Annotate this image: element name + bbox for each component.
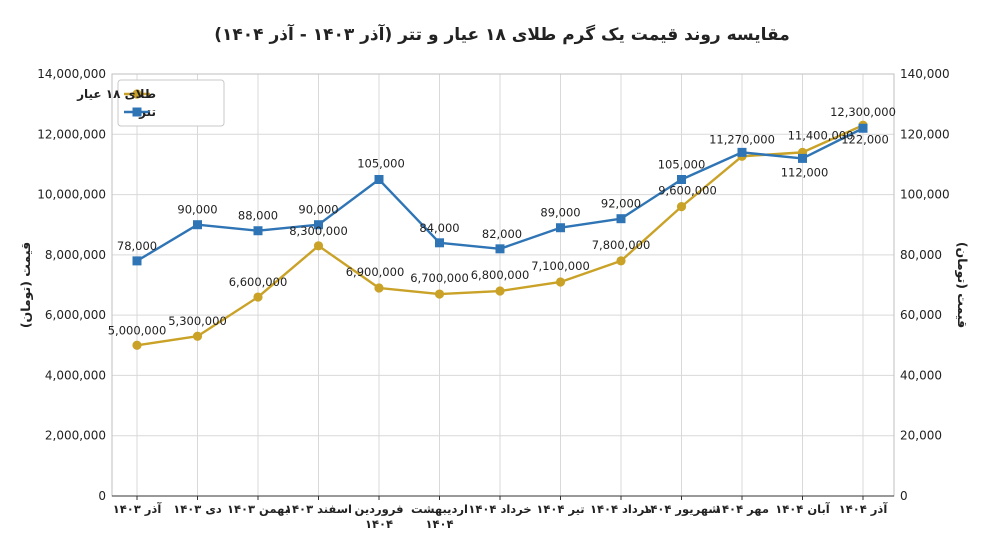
legend-label: تتر — [138, 105, 156, 119]
data-label-gold: 7,100,000 — [531, 259, 590, 273]
axes: 0 2,000,000 4,000,000 6,000,000 8,000,000 10,… — [37, 67, 949, 531]
data-label-gold: 6,700,000 — [410, 271, 469, 285]
y-tick-label-right: 100,000 — [900, 188, 950, 202]
y-tick-label-left: 10,000,000 — [37, 188, 106, 202]
data-point-tether — [556, 223, 565, 233]
x-tick-label: خرداد ۱۴۰۴ — [468, 502, 531, 516]
x-tick-label: مهر ۱۴۰۴ — [715, 502, 769, 516]
legend-label: طلای ۱۸ عیار — [76, 87, 156, 101]
data-label-gold: 11,270,000 — [709, 132, 775, 146]
legend-marker-square — [132, 107, 142, 117]
y-tick-label-left: 12,000,000 — [37, 127, 106, 141]
data-label-tether: 88,000 — [238, 209, 278, 223]
data-point-tether — [798, 153, 807, 163]
data-label-tether: 78,000 — [117, 239, 157, 253]
chart-title: مقایسه روند قیمت یک گرم طلای ۱۸ عیار و ت… — [214, 23, 790, 45]
x-tick-label: آذر ۱۴۰۴ — [839, 502, 889, 516]
x-tick-label: تیر ۱۴۰۴ — [536, 502, 584, 516]
data-label-tether: 92,000 — [601, 197, 641, 211]
y-tick-label-left: 2,000,000 — [45, 429, 106, 443]
data-point-gold — [132, 340, 142, 350]
data-label-gold: 5,300,000 — [168, 314, 227, 328]
data-label-tether: 112,000 — [781, 165, 829, 179]
x-tick-label: مرداد ۱۴۰۴ — [590, 502, 652, 516]
data-label-gold: 5,000,000 — [108, 323, 167, 337]
data-label-gold: 6,600,000 — [229, 275, 288, 289]
y-tick-label-right: 80,000 — [900, 248, 942, 262]
y-axis-label-left: قیمت (تومان) — [18, 242, 33, 328]
data-label-tether: 82,000 — [482, 227, 522, 241]
y-tick-label-left: 0 — [98, 489, 106, 503]
x-tick-label: آذر ۱۴۰۳ — [113, 502, 163, 516]
data-label-tether: 89,000 — [540, 206, 580, 220]
data-label-gold: 6,800,000 — [471, 268, 530, 282]
x-tick-label: اسفند ۱۴۰۳ — [285, 502, 352, 516]
legend-marker-circle — [132, 89, 142, 99]
data-point-gold — [495, 286, 505, 296]
series-layer — [132, 120, 868, 350]
y-tick-label-right: 140,000 — [900, 67, 950, 81]
y-tick-label-left: 8,000,000 — [45, 248, 106, 262]
x-tick-label: اردیبهشت ۱۴۰۴ — [411, 502, 468, 531]
data-label-tether: 105,000 — [658, 158, 706, 172]
data-point-tether — [132, 256, 142, 266]
legend-box — [117, 79, 225, 127]
data-label-gold: 8,300,000 — [289, 224, 348, 238]
x-tick-label: آبان ۱۴۰۴ — [775, 502, 831, 516]
data-point-tether — [435, 238, 444, 248]
x-tick-label: بهمن ۱۴۰۳ — [227, 502, 289, 516]
x-tick-label: دی ۱۴۰۳ — [173, 502, 222, 516]
data-point-tether — [374, 175, 384, 184]
data-label-gold: 6,900,000 — [346, 265, 405, 279]
data-point-tether — [193, 220, 202, 230]
data-label-tether: 90,000 — [298, 203, 338, 217]
data-point-tether — [677, 175, 686, 184]
y-tick-label-left: 4,000,000 — [45, 368, 106, 382]
data-label-gold: 7,800,000 — [592, 238, 651, 252]
data-point-gold — [192, 331, 203, 341]
y-tick-label-right: 40,000 — [900, 368, 942, 382]
y-tick-label-right: 0 — [900, 489, 908, 503]
data-point-gold — [374, 283, 384, 293]
data-label-tether: 84,000 — [419, 221, 459, 235]
data-point-tether — [858, 123, 868, 133]
data-point-gold — [253, 292, 263, 302]
data-label-tether: 105,000 — [357, 157, 405, 171]
data-point-tether — [495, 244, 505, 254]
data-point-gold — [616, 256, 626, 266]
data-point-tether — [737, 147, 747, 157]
y-tick-label-right: 120,000 — [900, 127, 950, 141]
data-label-gold: 12,300,000 — [830, 105, 896, 119]
data-point-tether — [253, 226, 263, 236]
y-tick-label-right: 20,000 — [900, 429, 942, 443]
data-point-tether — [314, 220, 323, 230]
data-point-gold — [313, 241, 324, 251]
y-tick-label-right: 60,000 — [900, 308, 942, 322]
data-label-tether: 122,000 — [841, 132, 889, 146]
x-tick-label: شهریور ۱۴۰۴ — [643, 502, 719, 517]
y-axis-label-right: قیمت (تومان) — [955, 242, 970, 328]
data-point-gold — [555, 277, 566, 287]
legend: طلای ۱۸ عیار تتر — [76, 79, 225, 127]
y-tick-label-left: 6,000,000 — [45, 308, 106, 322]
data-point-tether — [616, 214, 626, 224]
y-tick-label-left: 14,000,000 — [37, 67, 106, 81]
x-tick-label: فروردین ۱۴۰۴ — [354, 502, 403, 531]
data-point-gold — [434, 289, 445, 299]
data-label-gold: 11,400,000 — [788, 128, 854, 142]
data-label-tether: 90,000 — [177, 203, 217, 217]
data-point-gold — [676, 202, 687, 212]
data-label-gold: 9,600,000 — [658, 184, 717, 198]
